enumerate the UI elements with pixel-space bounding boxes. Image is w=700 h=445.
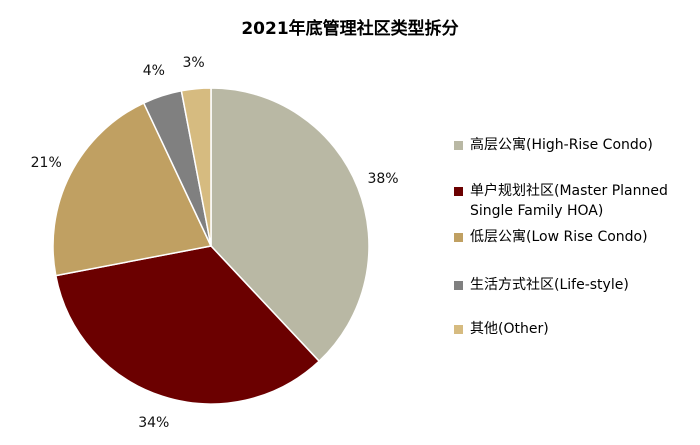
legend-swatch bbox=[454, 141, 463, 150]
chart-title: 2021年底管理社区类型拆分 bbox=[241, 19, 459, 39]
legend-label: 其他(Other) bbox=[470, 321, 549, 337]
pie-slice-master-planned bbox=[54, 245, 321, 405]
legend-swatch bbox=[454, 187, 463, 196]
legend-label: 生活方式社区(Life-style) bbox=[470, 277, 629, 293]
slice-label-low-rise-condo: 21% bbox=[31, 155, 62, 171]
legend-swatch bbox=[454, 233, 463, 242]
legend-label: 低层公寓(Low Rise Condo) bbox=[470, 229, 648, 245]
slice-label-high-rise-condo: 38% bbox=[367, 171, 398, 187]
legend-swatch bbox=[454, 281, 463, 290]
legend-item-other: 其他(Other) bbox=[452, 319, 549, 339]
slice-label-master-planned: 34% bbox=[138, 415, 169, 431]
legend-item-master-planned: 单户规划社区(Master Planned Single Family HOA) bbox=[452, 181, 700, 221]
legend-label: 高层公寓(High-Rise Condo) bbox=[470, 137, 653, 153]
legend-item-low-rise-condo: 低层公寓(Low Rise Condo) bbox=[452, 227, 648, 247]
pie-slice-low-rise-condo bbox=[52, 102, 213, 277]
legend-label: 单户规划社区(Master Planned Single Family HOA) bbox=[470, 183, 668, 219]
legend-swatch bbox=[454, 325, 463, 334]
slice-label-other: 3% bbox=[182, 55, 204, 71]
pie-slice-other bbox=[180, 87, 212, 247]
legend-item-high-rise-condo: 高层公寓(High-Rise Condo) bbox=[452, 135, 653, 155]
pie-slice-high-rise-condo bbox=[210, 87, 370, 363]
legend-item-life-style: 生活方式社区(Life-style) bbox=[452, 275, 629, 295]
slice-label-life-style: 4% bbox=[143, 63, 165, 79]
